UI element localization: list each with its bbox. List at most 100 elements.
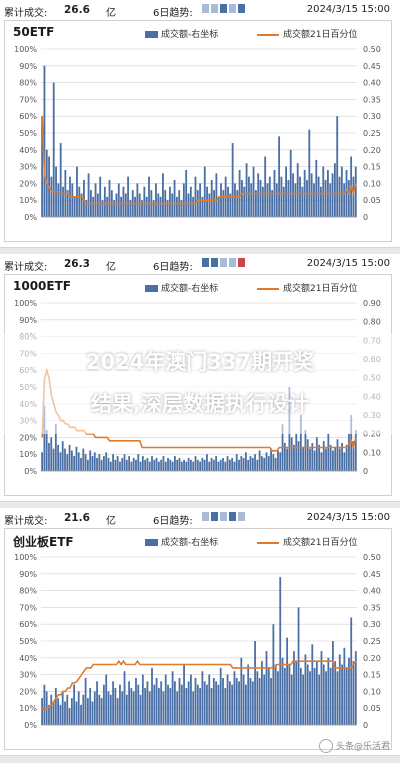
bar	[256, 459, 259, 471]
legend-bar-series: 成交额-右坐标	[145, 27, 218, 40]
bar	[235, 677, 238, 725]
percentile-line	[41, 659, 357, 711]
right-tick-label: 0.20	[363, 430, 381, 439]
right-tick-label: 0.80	[363, 318, 381, 327]
bar	[345, 169, 348, 217]
bar	[332, 641, 334, 725]
bar	[192, 196, 195, 217]
bar	[226, 674, 229, 725]
bar	[208, 461, 211, 471]
bar	[173, 180, 176, 217]
bar	[132, 691, 135, 725]
bar	[295, 661, 298, 725]
bar	[263, 674, 266, 725]
bar	[124, 193, 127, 217]
bar	[180, 200, 183, 217]
bar	[157, 688, 160, 725]
bar	[43, 405, 46, 471]
bar	[271, 190, 274, 217]
right-tick-label: 0.25	[363, 129, 381, 138]
bar	[224, 461, 227, 471]
bar	[338, 448, 341, 471]
left-tick-label: 0%	[24, 721, 37, 730]
bar	[174, 456, 176, 471]
right-tick-label: 0.30	[363, 112, 381, 121]
legend-line-swatch	[257, 541, 279, 544]
bar	[160, 459, 163, 471]
bar	[145, 196, 148, 217]
chart-plot: 0% 10% 20% 30% 40% 50% 60% 70% 80% 90% 100% 0 0.05 0.…	[14, 45, 381, 222]
bar	[73, 196, 76, 217]
bar	[283, 443, 286, 471]
bar	[201, 671, 204, 725]
bar	[164, 461, 167, 471]
bar	[217, 461, 220, 471]
bar	[352, 661, 355, 725]
bar	[129, 200, 132, 217]
trend-blocks	[202, 4, 247, 16]
bar	[167, 684, 169, 725]
legend-line-label: 成交额21日百分位	[283, 284, 358, 294]
bar	[135, 677, 137, 725]
bar	[96, 193, 99, 217]
bar	[222, 677, 224, 725]
bar	[266, 183, 269, 217]
bar	[311, 443, 314, 471]
bar	[222, 457, 224, 471]
bar	[254, 454, 256, 471]
bar	[279, 577, 282, 725]
bar	[288, 664, 291, 725]
bar	[329, 444, 332, 471]
right-tick-label: 0.40	[363, 79, 381, 88]
bar	[187, 457, 190, 471]
trend-block	[220, 512, 227, 521]
bar	[348, 433, 350, 471]
left-tick-label: 10%	[19, 196, 37, 205]
bar	[119, 684, 121, 725]
bar	[43, 65, 46, 217]
right-tick-label: 0.10	[363, 179, 381, 188]
bar	[116, 698, 119, 725]
legend-bar-series: 成交额-右坐标	[145, 281, 218, 294]
bar	[322, 166, 325, 217]
bar	[231, 457, 234, 471]
bar	[329, 183, 332, 217]
bar	[132, 457, 135, 471]
bar	[247, 459, 250, 471]
bar	[334, 661, 337, 725]
bar	[219, 459, 222, 471]
bar	[114, 688, 117, 725]
right-tick-label: 0.10	[363, 448, 381, 457]
bar	[345, 444, 348, 471]
bar	[144, 688, 147, 725]
bar	[317, 176, 320, 217]
bar	[167, 457, 169, 471]
bar	[134, 196, 136, 217]
bar	[162, 456, 165, 471]
bar	[320, 452, 323, 471]
bar	[73, 684, 76, 725]
bar	[137, 454, 140, 471]
bar	[234, 183, 236, 217]
bar	[224, 688, 227, 725]
bar	[220, 183, 222, 217]
bar	[222, 190, 225, 217]
bar	[70, 450, 73, 471]
unit-label: 亿	[106, 8, 116, 19]
bar	[199, 461, 201, 471]
bar	[85, 200, 88, 217]
bar	[68, 708, 71, 725]
bar	[121, 457, 124, 471]
bar	[278, 136, 281, 217]
bar	[210, 688, 213, 725]
bar	[137, 684, 140, 725]
bar	[155, 457, 158, 471]
bar	[236, 190, 239, 217]
bar	[341, 664, 343, 725]
chart-title: 50ETF	[13, 25, 55, 39]
bar	[123, 671, 126, 725]
bar	[109, 461, 112, 471]
bar	[310, 173, 313, 217]
bar	[244, 452, 247, 471]
bar	[139, 461, 142, 471]
